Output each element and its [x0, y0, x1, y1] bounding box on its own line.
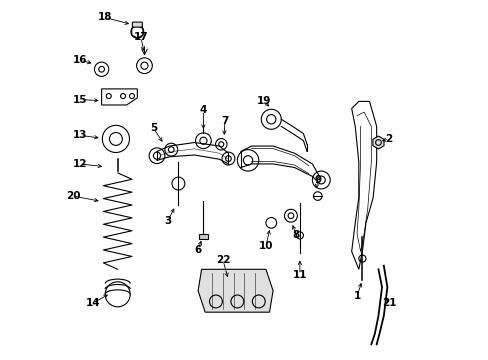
Polygon shape — [198, 269, 272, 312]
Text: 16: 16 — [73, 55, 87, 65]
Bar — [199, 234, 207, 239]
Text: 13: 13 — [73, 130, 87, 140]
Text: 8: 8 — [292, 230, 299, 240]
FancyBboxPatch shape — [132, 22, 142, 27]
Text: 2: 2 — [385, 134, 392, 144]
Text: 7: 7 — [221, 116, 228, 126]
Text: 10: 10 — [258, 241, 273, 251]
Text: 19: 19 — [256, 96, 271, 107]
Text: 6: 6 — [194, 245, 201, 255]
Text: 1: 1 — [353, 291, 360, 301]
Text: 15: 15 — [73, 95, 87, 105]
Text: 21: 21 — [381, 298, 396, 308]
Text: 20: 20 — [66, 191, 80, 201]
Text: 18: 18 — [98, 13, 112, 22]
Text: 4: 4 — [199, 105, 207, 115]
Text: 22: 22 — [215, 255, 230, 265]
Text: 5: 5 — [149, 123, 157, 133]
Text: 9: 9 — [313, 175, 321, 185]
Polygon shape — [372, 136, 383, 149]
Text: 12: 12 — [73, 159, 87, 169]
Text: 14: 14 — [85, 298, 100, 308]
Text: 11: 11 — [292, 270, 306, 280]
Text: 3: 3 — [164, 216, 171, 226]
Text: 17: 17 — [133, 32, 148, 42]
